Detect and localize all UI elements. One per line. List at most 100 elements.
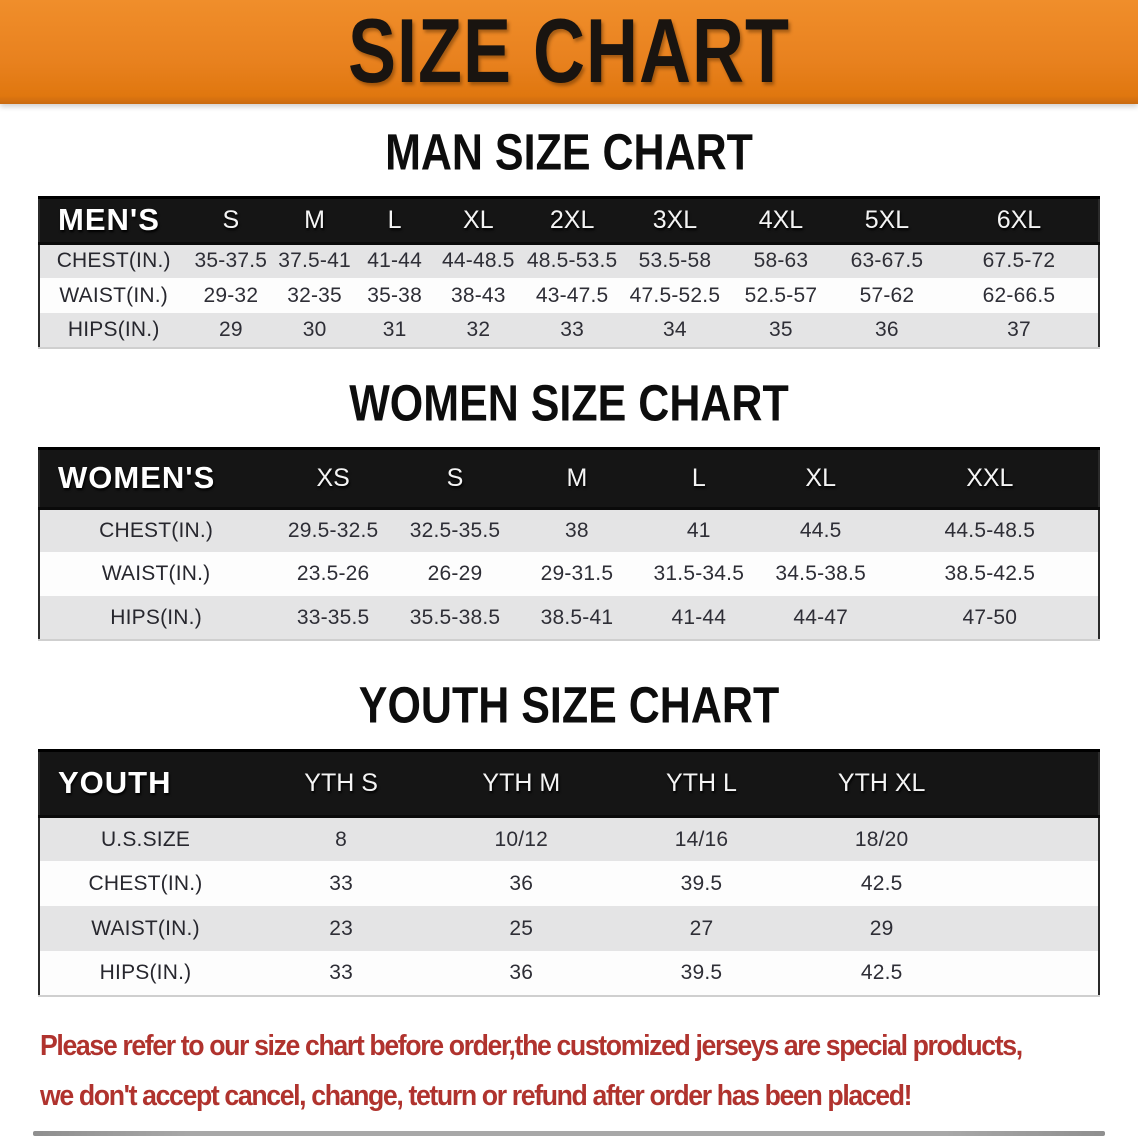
women-chart-title-text: WOMEN SIZE CHART [349, 375, 789, 433]
size-column-header: YTH L [611, 750, 792, 818]
size-value-cell: 41-44 [367, 249, 422, 273]
size-value-cell: 63-67.5 [850, 249, 924, 273]
measurement-label: WAIST(IN.) [91, 916, 200, 940]
size-column-header: 4XL [727, 197, 834, 245]
empty-cell [972, 816, 1099, 861]
size-value-cell: 38 [565, 518, 589, 542]
size-value-cell: 29.5-32.5 [287, 518, 379, 542]
size-header-row: MEN'S S M L XL 2XL 3XL 4XL 5XL 6XL [39, 197, 1099, 245]
women-size-chart-section: WOMEN SIZE CHART WOMEN'S XS S M L XL XXL CHEST(… [0, 376, 1138, 642]
size-table-head: YOUTH YTH S YTH M YTH L YTH XL [39, 750, 1099, 818]
measurement-row: CHEST(IN.) 33 36 39.5 42.5 [39, 861, 1099, 907]
measurement-row: U.S.SIZE 8 10/12 14/16 18/20 [39, 816, 1099, 862]
size-value-cell: 42.5 [860, 961, 903, 985]
size-value-cell: 8 [335, 827, 348, 851]
size-value-cell: 41 [686, 518, 711, 542]
men-size-table: MEN'S S M L XL 2XL 3XL 4XL 5XL 6XL CHEST(IN.) 35-37… [38, 195, 1100, 350]
size-table-body: U.S.SIZE 8 10/12 14/16 18/20 CHEST(IN.) 33 36 39… [39, 816, 1099, 997]
size-value-cell: 52.5-57 [744, 283, 818, 307]
measurement-label: HIPS(IN.) [99, 961, 192, 985]
youth-size-chart-section: YOUTH SIZE CHART YOUTH YTH S YTH M YTH L YTH… [0, 678, 1138, 998]
empty-cell [972, 906, 1099, 951]
men-chart-title: MAN SIZE CHART [0, 125, 1138, 182]
size-column-header: XS [272, 448, 395, 510]
size-header-row: YOUTH YTH S YTH M YTH L YTH XL [39, 750, 1099, 818]
size-value-cell: 35-38 [367, 283, 422, 307]
size-value-cell: 36 [509, 871, 534, 895]
size-value-cell: 36 [875, 318, 899, 342]
measurement-label: CHEST(IN.) [99, 518, 214, 542]
size-value-cell: 34.5-38.5 [775, 562, 866, 586]
size-value-cell: 31.5-34.5 [653, 562, 745, 586]
size-value-cell: 29-31.5 [540, 562, 614, 586]
size-header-row: WOMEN'S XS S M L XL XXL [39, 448, 1099, 510]
men-chart-title-text: MAN SIZE CHART [385, 124, 753, 182]
size-value-cell: 32 [466, 318, 491, 342]
measurement-label: WAIST(IN.) [59, 283, 168, 307]
size-column-header: YTH M [431, 750, 612, 818]
group-label: MEN'S [39, 197, 188, 245]
measurement-label: HIPS(IN.) [67, 318, 160, 342]
size-value-cell: 47-50 [962, 605, 1018, 629]
size-value-cell: 33 [329, 871, 353, 895]
size-value-cell: 23 [329, 916, 353, 940]
size-value-cell: 18/20 [854, 827, 909, 851]
size-value-cell: 23.5-26 [296, 562, 370, 586]
size-value-cell: 32.5-35.5 [409, 518, 501, 542]
size-column-header: 2XL [522, 197, 622, 245]
measurement-label: U.S.SIZE [100, 827, 191, 851]
measurement-label: HIPS(IN.) [110, 605, 202, 629]
size-column-header: S [394, 448, 516, 510]
size-column-header: M [515, 448, 638, 510]
youth-chart-title: YOUTH SIZE CHART [0, 678, 1138, 735]
size-value-cell: 58-63 [753, 249, 809, 273]
size-value-cell: 67.5-72 [982, 249, 1056, 273]
size-column-header: XL [434, 197, 523, 245]
size-value-cell: 29 [218, 318, 243, 342]
size-value-cell: 39.5 [680, 961, 723, 985]
size-value-cell: 62-66.5 [982, 283, 1056, 307]
measurement-label: WAIST(IN.) [101, 562, 211, 586]
size-value-cell: 34 [663, 318, 687, 342]
disclaimer: Please refer to our size chart before or… [40, 1021, 1138, 1121]
measurement-row: CHEST(IN.) 29.5-32.5 32.5-35.5 38 41 44.5 44.5… [39, 508, 1099, 553]
size-value-cell: 26-29 [427, 562, 483, 586]
measurement-row: CHEST(IN.) 35-37.5 37.5-41 41-44 44-48.5 48.5… [39, 243, 1099, 279]
size-value-cell: 35 [769, 318, 793, 342]
size-column-header: YTH XL [791, 750, 972, 818]
size-value-cell: 33-35.5 [296, 605, 370, 629]
size-value-cell: 43-47.5 [535, 283, 609, 307]
size-value-cell: 44-47 [793, 605, 849, 629]
size-column-header: L [637, 448, 760, 510]
youth-chart-title-text: YOUTH SIZE CHART [358, 677, 780, 735]
size-value-cell: 38-43 [450, 283, 506, 307]
size-table-head: WOMEN'S XS S M L XL XXL [39, 448, 1099, 510]
size-value-cell: 53.5-58 [638, 249, 712, 273]
measurement-label: CHEST(IN.) [56, 249, 171, 273]
size-value-cell: 44.5 [799, 518, 842, 542]
youth-size-table: YOUTH YTH S YTH M YTH L YTH XL U.S.SIZE 8 10/12… [38, 748, 1100, 998]
measurement-row: HIPS(IN.) 33 36 39.5 42.5 [39, 951, 1099, 997]
size-column-header: M [274, 197, 355, 245]
page-title: SIZE CHART [348, 1, 790, 103]
size-value-cell: 37.5-41 [278, 249, 351, 273]
size-value-cell: 27 [689, 916, 714, 940]
size-value-cell: 47.5-52.5 [629, 283, 721, 307]
measurement-row: WAIST(IN.) 23 25 27 29 [39, 906, 1099, 952]
empty-cell [972, 951, 1099, 996]
measurement-row: WAIST(IN.) 23.5-26 26-29 29-31.5 31.5-34.5 34… [39, 552, 1099, 597]
size-value-cell: 38.5-41 [540, 605, 614, 629]
size-value-cell: 57-62 [859, 283, 915, 307]
size-value-cell: 30 [302, 318, 327, 342]
size-value-cell: 42.5 [860, 871, 903, 895]
size-value-cell: 36 [509, 961, 534, 985]
empty-cell [972, 861, 1099, 906]
size-value-cell: 10/12 [494, 827, 549, 851]
size-table-body: CHEST(IN.) 29.5-32.5 32.5-35.5 38 41 44.5 44.5… [39, 508, 1099, 641]
size-value-cell: 38.5-42.5 [944, 562, 1036, 586]
size-value-cell: 29 [869, 916, 894, 940]
size-value-cell: 44-48.5 [442, 249, 515, 273]
measurement-row: WAIST(IN.) 29-32 32-35 35-38 38-43 43-47.5 47.… [39, 278, 1099, 314]
banner: SIZE CHART [0, 0, 1138, 104]
group-label: WOMEN'S [39, 448, 273, 510]
